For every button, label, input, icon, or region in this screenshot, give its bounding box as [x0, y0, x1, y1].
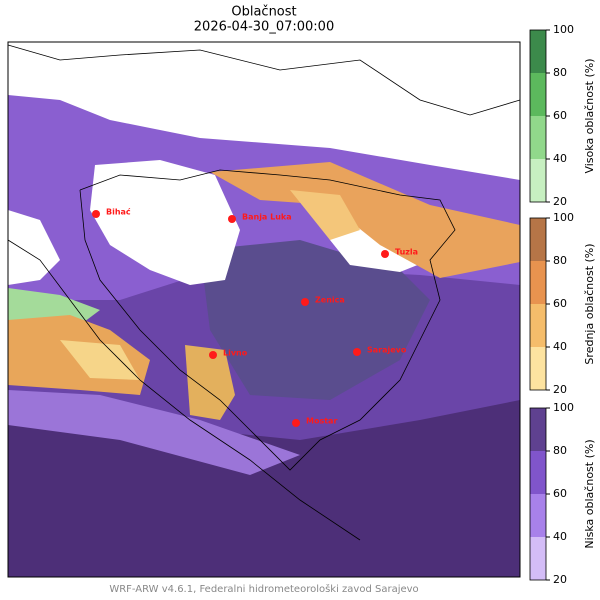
tick-label: 60 — [553, 297, 567, 310]
colorbar-band — [530, 116, 546, 159]
subtitle: 2026-04-30_07:00:00 — [194, 20, 334, 35]
tick-label: 80 — [553, 66, 567, 79]
city-label: Zenica — [315, 296, 345, 305]
city-label: Sarajevo — [367, 346, 407, 355]
title: Oblačnost — [231, 5, 296, 20]
city-label: Banja Luka — [242, 213, 292, 222]
tick-label: 60 — [553, 487, 567, 500]
colorbar-label: Srednja oblačnost (%) — [583, 243, 596, 364]
colorbar-band — [530, 73, 546, 116]
colorbar-band — [530, 159, 546, 202]
city-label: Tuzla — [395, 248, 418, 257]
tick-label: 20 — [553, 195, 567, 208]
tick-label: 80 — [553, 444, 567, 457]
tick-label: 20 — [553, 383, 567, 396]
colorbar-band — [530, 218, 546, 261]
tick-label: 80 — [553, 254, 567, 267]
map — [7, 41, 521, 578]
tick-label: 40 — [553, 530, 567, 543]
colorbar-band — [530, 30, 546, 73]
colorbar-band — [530, 408, 546, 451]
city-label: Livno — [223, 349, 248, 358]
cities: Bihać Banja Luka Tuzla Zenica Sarajevo L… — [92, 207, 418, 427]
tick-label: 60 — [553, 109, 567, 122]
colorbar-band — [530, 304, 546, 347]
tick-label: 100 — [553, 401, 574, 414]
colorbar-band — [530, 451, 546, 494]
colorbar-band — [530, 261, 546, 304]
colorbar-label: Niska oblačnost (%) — [583, 439, 596, 548]
colorbar-band — [530, 494, 546, 537]
colorbar-band — [530, 347, 546, 390]
colorbar-label: Visoka oblačnost (%) — [583, 58, 596, 173]
tick-label: 40 — [553, 340, 567, 353]
tick-label: 100 — [553, 23, 574, 36]
tick-label: 20 — [553, 573, 567, 586]
city-label: Mostar — [306, 417, 337, 426]
colorbars: 20 40 60 80 100 Visoka oblačnost (%) 20 40 60 80 1… — [529, 23, 596, 586]
footer: WRF-ARW v4.6.1, Federalni hidrometeorolo… — [109, 583, 418, 595]
city-label: Bihać — [106, 207, 131, 217]
colorbar-band — [530, 537, 546, 580]
tick-label: 100 — [553, 211, 574, 224]
tick-label: 40 — [553, 152, 567, 165]
